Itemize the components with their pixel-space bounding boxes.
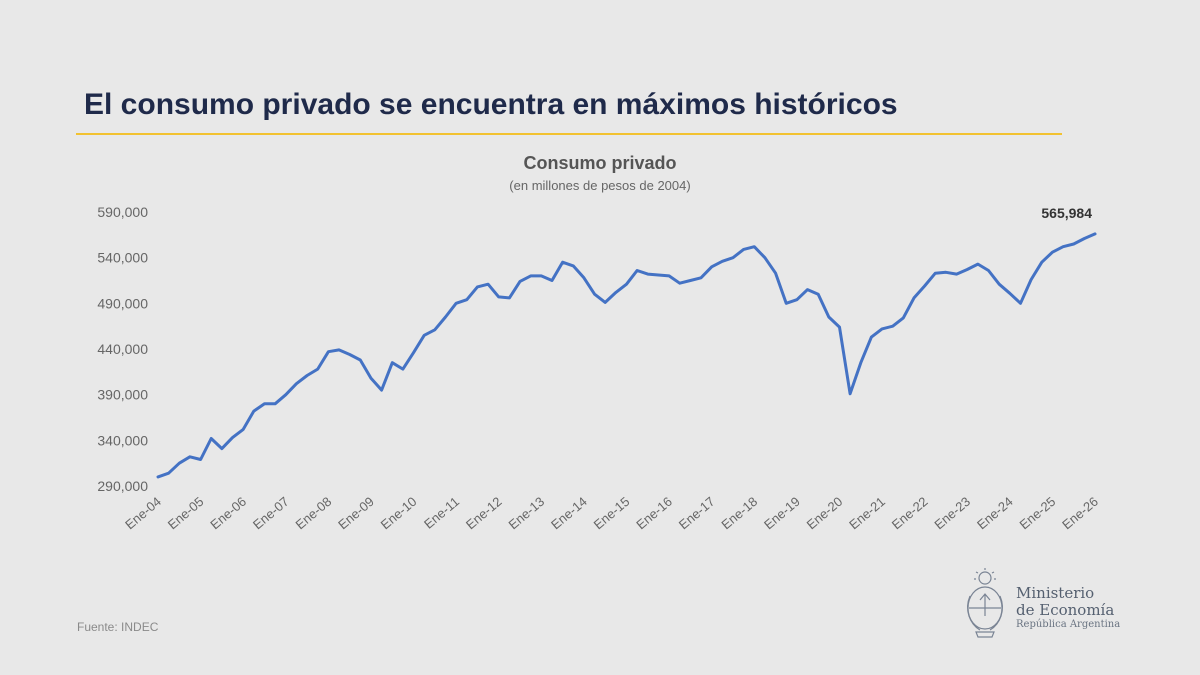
x-tick-label: Ene-09 [335, 494, 377, 532]
x-tick-label: Ene-23 [931, 494, 973, 532]
y-tick-label: 390,000 [97, 387, 148, 403]
x-tick-label: Ene-20 [804, 494, 846, 532]
ministry-logo: Ministerio de Economía República Argenti… [962, 566, 1132, 642]
x-tick-label: Ene-15 [591, 494, 633, 532]
source-note: Fuente: INDEC [77, 620, 159, 634]
x-tick-label: Ene-08 [293, 494, 335, 532]
logo-text-line1: Ministerio [1016, 584, 1095, 602]
coat-of-arms-icon [967, 568, 1003, 638]
x-tick-label: Ene-14 [548, 494, 590, 532]
x-tick-label: Ene-06 [207, 494, 249, 532]
last-value-label: 565,984 [1041, 205, 1092, 221]
y-tick-label: 340,000 [97, 432, 148, 448]
y-tick-label: 490,000 [97, 295, 148, 311]
logo-text-line3: República Argentina [1016, 619, 1121, 630]
x-tick-label: Ene-07 [250, 494, 292, 532]
x-tick-label: Ene-11 [421, 494, 462, 532]
x-tick-label: Ene-26 [1059, 494, 1101, 532]
x-tick-label: Ene-25 [1017, 494, 1059, 532]
y-tick-label: 590,000 [97, 204, 148, 220]
x-tick-label: Ene-21 [846, 494, 888, 532]
series-line [156, 232, 1097, 479]
x-tick-label: Ene-17 [676, 494, 718, 532]
x-tick-label: Ene-04 [122, 494, 164, 532]
chart-title: Consumo privado [523, 153, 677, 173]
y-tick-label: 290,000 [97, 478, 148, 494]
y-tick-label: 440,000 [97, 341, 148, 357]
chart-subtitle: (en millones de pesos de 2004) [509, 178, 691, 193]
x-tick-label: Ene-24 [974, 494, 1016, 532]
x-tick-label: Ene-12 [463, 494, 505, 532]
logo-text-line2: de Economía [1016, 601, 1115, 619]
x-tick-label: Ene-22 [889, 494, 931, 532]
x-tick-label: Ene-13 [505, 494, 547, 532]
y-tick-label: 540,000 [97, 250, 148, 266]
x-tick-label: Ene-05 [165, 494, 207, 532]
title-underline [76, 133, 1062, 135]
x-tick-label: Ene-16 [633, 494, 675, 532]
x-tick-label: Ene-10 [378, 494, 420, 532]
x-tick-label: Ene-18 [718, 494, 760, 532]
x-tick-label: Ene-19 [761, 494, 803, 532]
page-title: El consumo privado se encuentra en máxim… [84, 88, 898, 121]
